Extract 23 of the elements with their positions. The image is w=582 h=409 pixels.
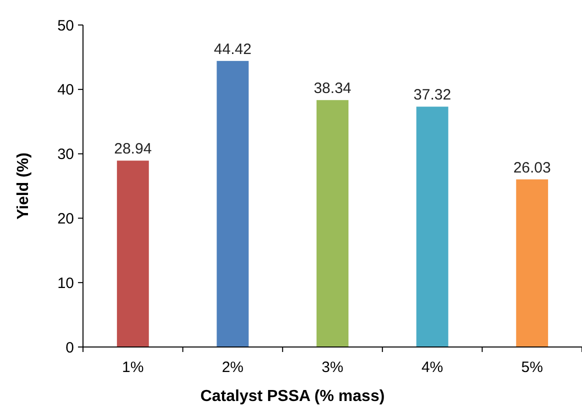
y-tick-label: 10	[57, 274, 74, 292]
y-tick-label: 20	[57, 210, 74, 228]
x-tick-label: 5%	[521, 359, 543, 376]
data-label: 37.32	[414, 86, 452, 104]
y-tick-label: 30	[57, 146, 74, 164]
bar	[216, 60, 249, 347]
bar	[116, 160, 149, 347]
y-tick-label: 50	[57, 17, 74, 34]
y-tick-label: 0	[66, 339, 74, 356]
x-axis-title: Catalyst PSSA (% mass)	[200, 388, 385, 405]
x-tick-label: 4%	[421, 359, 444, 376]
bar	[316, 100, 348, 347]
data-label: 44.42	[214, 40, 252, 58]
x-tick-label: 2%	[222, 359, 244, 376]
y-tick-label: 40	[57, 82, 74, 99]
data-label: 28.94	[114, 140, 152, 158]
bar	[416, 106, 448, 347]
data-label: 26.03	[513, 159, 551, 176]
y-axis-title: Yield (%)	[15, 152, 32, 220]
data-label: 38.34	[314, 80, 352, 98]
x-tick-label: 3%	[322, 359, 344, 376]
x-tick-label: 1%	[122, 359, 144, 376]
bar	[516, 179, 548, 347]
